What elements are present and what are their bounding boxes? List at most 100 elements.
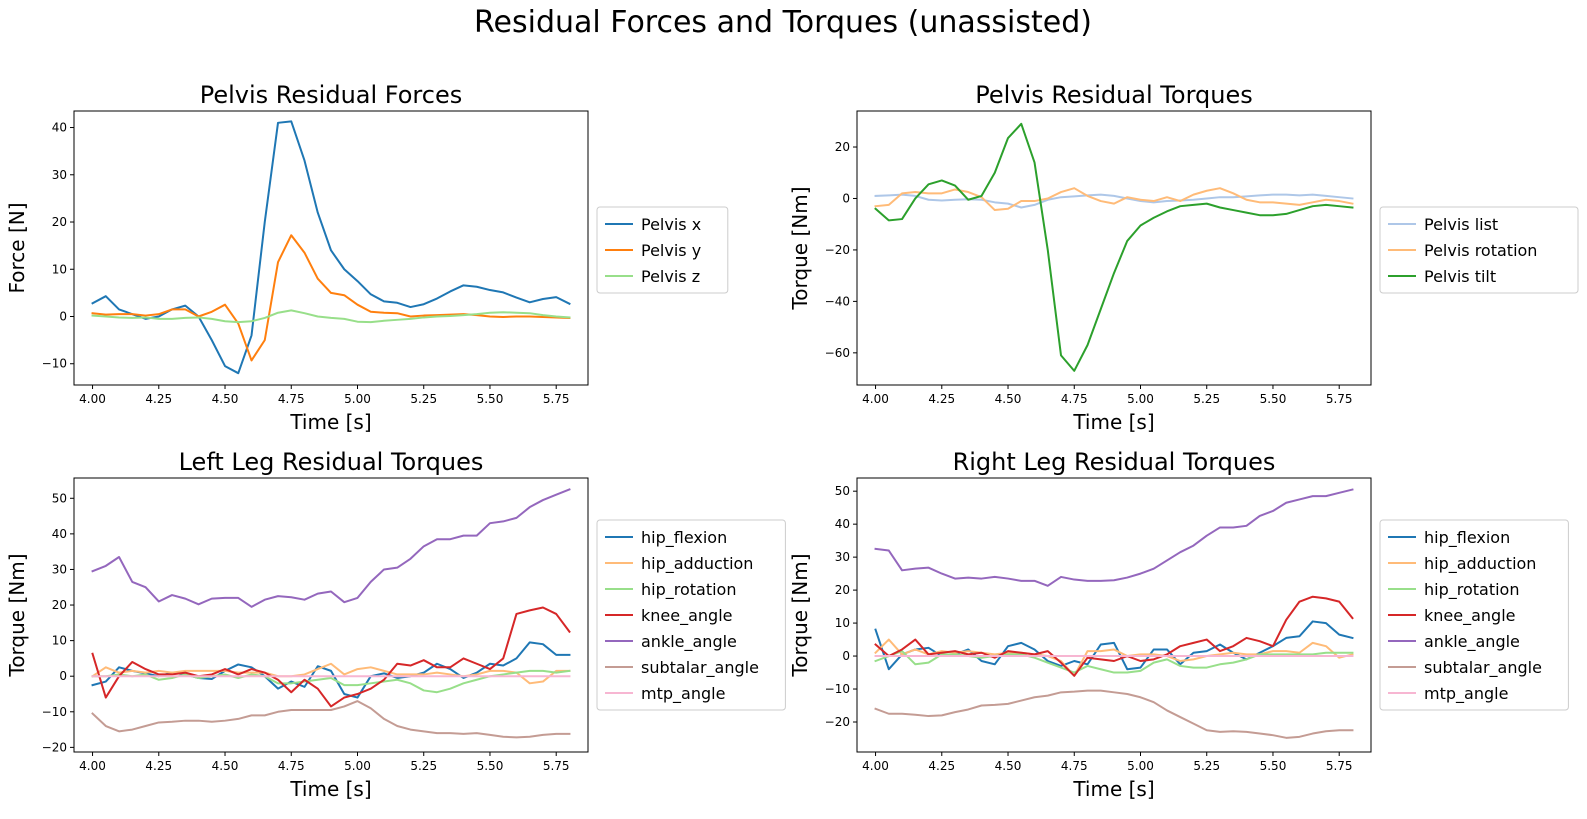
y-tick-label: −40	[825, 294, 850, 308]
x-tick-label: 5.25	[1193, 759, 1220, 773]
series-line-hip-adduction	[874, 638, 1354, 677]
series-line-hip-rotation	[874, 650, 1354, 674]
x-tick-label: 4.50	[995, 759, 1022, 773]
series-line-knee-angle	[91, 606, 571, 708]
x-axis-label: Time [s]	[289, 777, 371, 801]
y-tick-label: 0	[842, 649, 850, 663]
series-line-ankle-angle	[874, 488, 1354, 587]
y-tick-label: −20	[825, 243, 850, 257]
series-line-pelvis-x	[91, 120, 571, 375]
x-tick-label: 4.00	[79, 392, 106, 406]
x-tick-label: 5.75	[543, 759, 570, 773]
y-tick-label: 30	[52, 562, 67, 576]
legend-label-mtp-angle: mtp_angle	[1424, 684, 1508, 704]
legend-label-pelvis-z: Pelvis z	[641, 267, 700, 286]
panel-title: Left Leg Residual Torques	[179, 448, 484, 476]
y-tick-label: 0	[59, 669, 67, 683]
y-tick-label: 0	[59, 310, 67, 324]
x-tick-label: 5.25	[1193, 392, 1220, 406]
legend: Pelvis x Pelvis y Pelvis z	[596, 206, 729, 294]
series-line-subtalar-angle	[91, 700, 571, 739]
panel-title: Pelvis Residual Torques	[975, 81, 1252, 109]
y-axis-label: Force [N]	[5, 202, 29, 293]
plot-frame	[73, 110, 589, 386]
x-tick-label: 5.50	[1260, 759, 1287, 773]
x-tick-label: 5.50	[477, 759, 504, 773]
y-tick-label: 10	[52, 634, 67, 648]
plot-frame	[856, 110, 1372, 386]
x-tick-label: 4.75	[278, 759, 305, 773]
y-tick-label: 0	[842, 191, 850, 205]
y-tick-label: −10	[42, 357, 67, 371]
legend-label-knee-angle: knee_angle	[641, 606, 732, 626]
x-tick-label: 4.00	[862, 392, 889, 406]
x-tick-label: 5.00	[1127, 392, 1154, 406]
y-axis-label: Torque [Nm]	[5, 553, 29, 677]
y-tick-label: 40	[52, 121, 67, 135]
series-line-ankle-angle	[91, 488, 571, 608]
y-tick-label: 40	[835, 517, 850, 531]
x-tick-label: 4.25	[928, 392, 955, 406]
y-tick-label: 10	[52, 262, 67, 276]
panel-right-leg-residual-torques: Right Leg Residual Torques 4.00 4.25 4.50 4.…	[788, 448, 1569, 801]
panel-pelvis-residual-torques: Pelvis Residual Torques 4.00 4.25 4.50 4.75 5…	[788, 81, 1579, 434]
x-axis-label: Time [s]	[289, 410, 371, 434]
x-tick-label: 5.75	[1326, 759, 1353, 773]
legend-label-pelvis-list: Pelvis list	[1424, 215, 1498, 234]
legend-label-hip-rotation: hip_rotation	[641, 580, 736, 600]
plot-frame	[73, 477, 589, 753]
y-tick-label: 50	[52, 491, 67, 505]
x-tick-label: 4.75	[1061, 392, 1088, 406]
legend-label-mtp-angle: mtp_angle	[641, 684, 725, 704]
legend-label-subtalar-angle: subtalar_angle	[641, 658, 759, 678]
y-tick-label: −10	[825, 682, 850, 696]
x-tick-label: 4.25	[928, 759, 955, 773]
panel-left-leg-residual-torques: Left Leg Residual Torques 4.00 4.25 4.50 4.7…	[5, 448, 786, 801]
x-tick-label: 5.50	[477, 392, 504, 406]
x-tick-label: 5.50	[1260, 392, 1287, 406]
legend-label-pelvis-rotation: Pelvis rotation	[1424, 241, 1537, 260]
x-tick-label: 4.50	[995, 392, 1022, 406]
series-line-knee-angle	[874, 595, 1354, 677]
legend-label-pelvis-y: Pelvis y	[641, 241, 701, 260]
x-tick-label: 4.50	[212, 392, 239, 406]
y-tick-label: 40	[52, 527, 67, 541]
x-tick-label: 4.00	[79, 759, 106, 773]
x-tick-label: 5.00	[344, 759, 371, 773]
y-tick-label: 20	[835, 583, 850, 597]
series-line-pelvis-y	[91, 234, 571, 362]
y-tick-label: 30	[52, 168, 67, 182]
legend-label-hip-adduction: hip_adduction	[1424, 554, 1536, 574]
legend-label-knee-angle: knee_angle	[1424, 606, 1515, 626]
series-group	[91, 488, 571, 739]
legend: Pelvis list Pelvis rotation Pelvis tilt	[1379, 206, 1579, 294]
legend-label-ankle-angle: ankle_angle	[641, 632, 737, 652]
series-line-subtalar-angle	[874, 689, 1354, 739]
series-line-hip-adduction	[91, 662, 571, 685]
series-line-pelvis-list	[874, 193, 1354, 209]
x-tick-label: 4.75	[278, 392, 305, 406]
x-tick-label: 5.00	[344, 392, 371, 406]
panel-pelvis-residual-forces: Pelvis Residual Forces 4.00 4.25 4.50 4.75 5.…	[5, 81, 729, 434]
y-tick-label: −10	[42, 705, 67, 719]
y-axis-label: Torque [Nm]	[788, 186, 812, 310]
x-tick-label: 4.00	[862, 759, 889, 773]
legend: hip_flexion hip_adduction hip_rotationknee…	[1379, 519, 1569, 711]
series-group	[91, 120, 571, 375]
y-tick-label: −20	[42, 740, 67, 754]
x-tick-label: 5.00	[1127, 759, 1154, 773]
legend-box	[1379, 206, 1579, 294]
legend: hip_flexion hip_adduction hip_rotationknee…	[596, 519, 786, 711]
x-tick-label: 5.75	[543, 392, 570, 406]
y-tick-label: 20	[835, 140, 850, 154]
legend-label-hip-flexion: hip_flexion	[641, 528, 727, 548]
legend-box	[596, 519, 786, 711]
panel-title: Pelvis Residual Forces	[200, 81, 462, 109]
y-tick-label: 50	[835, 484, 850, 498]
legend-label-ankle-angle: ankle_angle	[1424, 632, 1520, 652]
x-tick-label: 4.25	[145, 759, 172, 773]
x-tick-label: 4.50	[212, 759, 239, 773]
y-tick-label: 20	[52, 598, 67, 612]
panels: Pelvis Residual Forces 4.00 4.25 4.50 4.75 5.…	[5, 81, 1579, 801]
